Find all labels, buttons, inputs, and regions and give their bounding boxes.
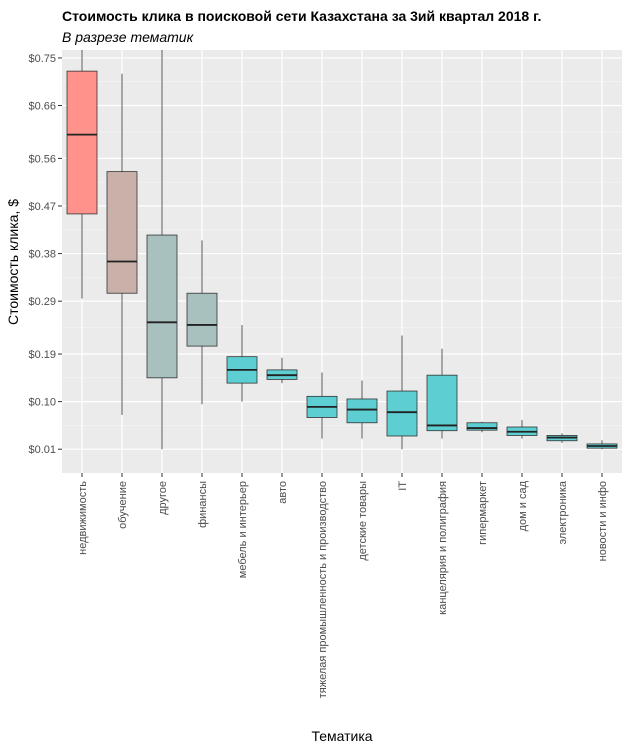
- box-body: [66, 70, 98, 215]
- x-tick-label: гипермаркет: [477, 481, 489, 545]
- box-7: [346, 380, 378, 439]
- y-tick-label: $0.10: [28, 397, 56, 409]
- box-body: [466, 422, 498, 431]
- box-0: [66, 50, 98, 299]
- x-axis: недвижимость обучение другое финансы мебель …: [77, 473, 609, 698]
- x-tick-label: дом и сад: [517, 480, 529, 531]
- y-tick-label: $0.29: [28, 296, 56, 308]
- x-tick-label: новости и инфо: [597, 481, 609, 561]
- chart-subtitle: В разрезе тематик: [62, 29, 194, 45]
- x-tick-label: канцелярия и полиграфия: [437, 481, 449, 615]
- box-1: [106, 73, 138, 415]
- box-12: [546, 433, 578, 443]
- x-tick-label: недвижимость: [77, 481, 89, 555]
- box-body: [426, 374, 458, 432]
- x-tick-label: детские товары: [357, 481, 369, 561]
- x-axis-title: Тематика: [311, 728, 372, 744]
- x-tick-label: тяжелая промышленность и производство: [317, 481, 329, 698]
- box-5: [266, 357, 298, 384]
- box-9: [426, 348, 458, 439]
- box-group: [66, 50, 618, 450]
- chart-title: Стоимость клика в поисковой сети Казахст…: [62, 8, 542, 24]
- x-tick-label: обучение: [117, 481, 129, 529]
- box-11: [506, 420, 538, 439]
- x-tick-label: авто: [277, 481, 289, 504]
- y-axis: $0.01 $0.10 $0.19 $0.29 $0.38 $0.47 $0.56 $0.66…: [28, 53, 62, 456]
- box-body: [186, 292, 218, 347]
- box-2: [146, 50, 178, 450]
- box-8: [386, 335, 418, 450]
- x-tick-label: электроника: [557, 480, 569, 544]
- box-3: [186, 240, 218, 405]
- x-tick-label: другое: [157, 481, 169, 515]
- box-13: [586, 440, 618, 450]
- box-10: [466, 421, 498, 433]
- y-tick-label: $0.01: [28, 444, 56, 456]
- y-tick-label: $0.66: [28, 101, 56, 113]
- y-tick-label: $0.75: [28, 53, 56, 65]
- y-tick-label: $0.47: [28, 201, 56, 213]
- box-body: [146, 234, 178, 379]
- box-body: [106, 171, 138, 294]
- y-tick-label: $0.19: [28, 349, 56, 361]
- y-tick-label: $0.38: [28, 249, 56, 261]
- box-body: [346, 398, 378, 424]
- x-tick-label: IT: [397, 481, 409, 491]
- x-tick-label: финансы: [197, 481, 209, 528]
- x-tick-label: мебель и интерьер: [237, 481, 249, 578]
- y-tick-label: $0.56: [28, 153, 56, 165]
- box-body: [386, 390, 418, 437]
- box-4: [226, 324, 258, 402]
- y-axis-title: Стоимость клика, $: [5, 199, 21, 325]
- plot-panel: [62, 50, 622, 473]
- box-6: [306, 372, 338, 439]
